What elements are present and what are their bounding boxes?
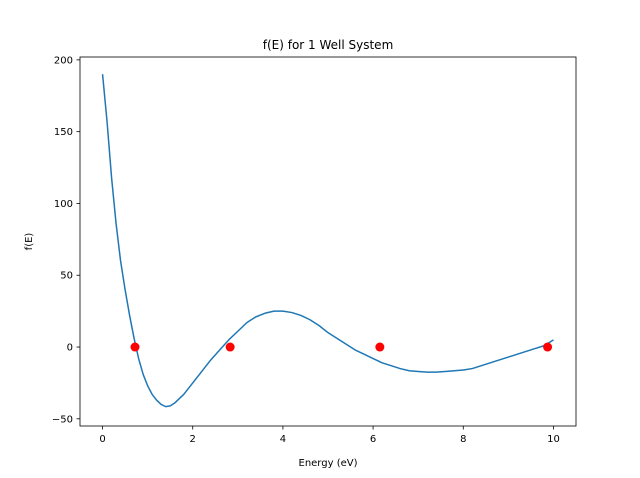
root-point [543, 342, 553, 352]
root-point [225, 342, 235, 352]
x-axis: 0 2 4 6 8 10 [99, 426, 560, 445]
x-tick-label: 8 [460, 434, 466, 445]
y-axis-label: f(E) [24, 233, 35, 251]
x-tick-label: 6 [370, 434, 376, 445]
x-tick-label: 4 [280, 434, 286, 445]
plot-area [101, 74, 554, 408]
series-line [101, 74, 554, 408]
y-tick-label: 50 [60, 271, 73, 282]
root-point [130, 342, 140, 352]
plot-frame [79, 56, 577, 427]
x-tick-label: 0 [99, 434, 105, 445]
x-tick-label: 10 [547, 434, 560, 445]
y-axis: −50 0 50 100 150 200 [52, 55, 80, 425]
y-tick-label: −50 [52, 414, 73, 425]
root-point [375, 342, 385, 352]
x-tick-label: 2 [190, 434, 196, 445]
y-tick-label: 150 [54, 127, 73, 138]
y-tick-label: 100 [54, 199, 73, 210]
y-tick-label: 0 [67, 343, 73, 354]
x-axis-label: Energy (eV) [299, 458, 358, 469]
chart-title: f(E) for 1 Well System [263, 38, 394, 52]
y-tick-label: 200 [54, 55, 73, 66]
